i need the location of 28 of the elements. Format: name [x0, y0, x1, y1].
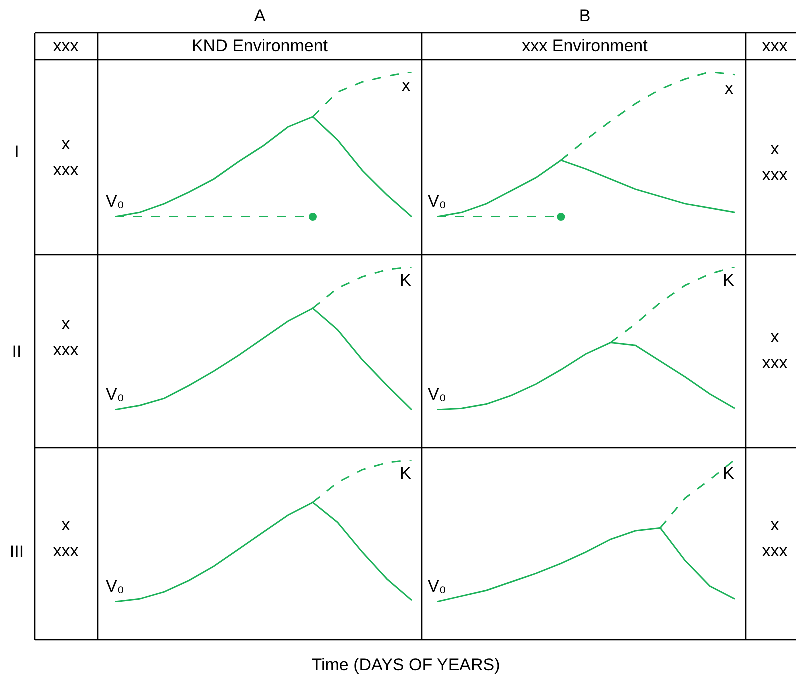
annotation: V₀	[106, 192, 124, 211]
text: x xxx	[762, 138, 788, 186]
text: III	[10, 541, 24, 564]
annotation: K	[400, 271, 412, 290]
text: x xxx	[53, 314, 79, 361]
annotation: V₀	[106, 577, 124, 596]
text: xxx Environment	[522, 35, 648, 58]
text: KND Environment	[192, 35, 328, 58]
text: x xxx	[762, 514, 788, 562]
annotation: x	[725, 79, 734, 98]
annotation: K	[400, 464, 412, 483]
text: B	[579, 5, 591, 28]
annotation: V₀	[428, 192, 446, 211]
text: II	[12, 341, 22, 364]
annotation: K	[723, 271, 735, 290]
text: xxx	[53, 35, 79, 58]
text: x xxx	[53, 134, 79, 181]
text: xxx	[762, 35, 788, 58]
annotation: V₀	[106, 385, 124, 404]
text: I	[14, 141, 20, 164]
annotation: x	[402, 76, 411, 95]
text: x xxx	[53, 514, 79, 562]
text: A	[254, 5, 266, 28]
annotation: V₀	[428, 385, 446, 404]
annotation: K	[723, 464, 735, 483]
annotation: V₀	[428, 577, 446, 596]
text: Time (DAYS OF YEARS)	[312, 654, 500, 676]
text: x xxx	[762, 326, 788, 374]
